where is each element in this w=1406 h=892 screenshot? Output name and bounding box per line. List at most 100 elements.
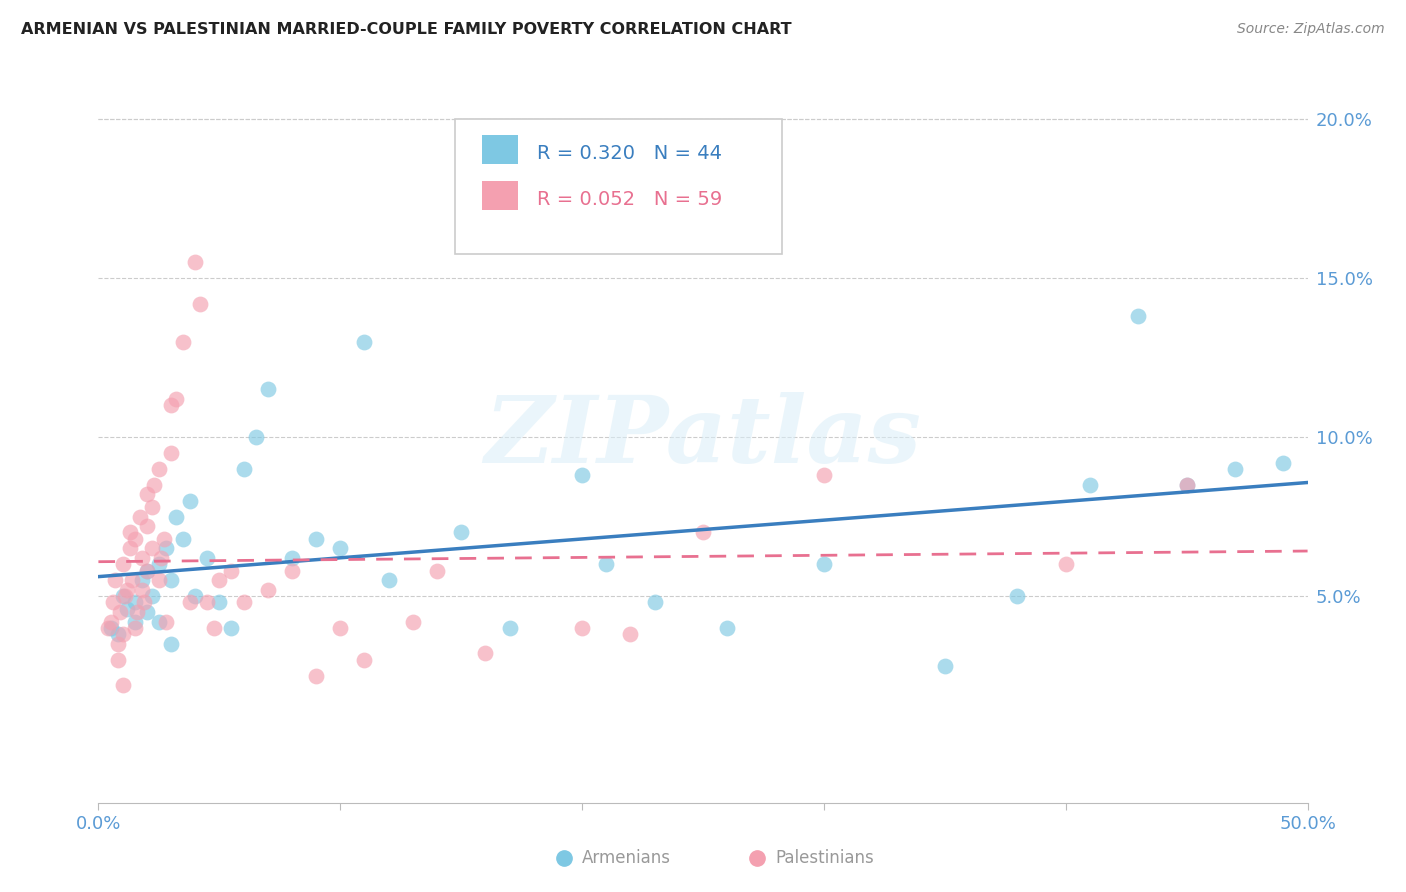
Point [716,621,738,635]
Point [188,296,211,310]
Point [155,541,177,556]
Point [571,468,593,483]
Point [402,615,425,629]
Point [305,668,328,682]
Point [148,558,170,572]
Point [179,595,201,609]
Point [124,621,146,635]
Point [124,615,146,629]
Point [208,595,231,609]
Point [172,532,194,546]
Point [104,573,127,587]
Point [114,589,136,603]
Point [111,589,134,603]
Point [135,564,157,578]
Point [305,532,328,546]
Point [450,525,472,540]
Point [148,615,170,629]
Point [160,573,183,587]
Point [232,462,254,476]
Point [135,605,157,619]
Point [221,621,243,635]
Point [595,558,617,572]
Point [141,500,163,514]
Point [148,573,170,587]
Point [101,595,124,609]
Point [692,525,714,540]
Point [135,564,157,578]
Point [619,627,641,641]
Point [100,615,122,629]
Point [221,564,243,578]
Point [1128,310,1150,324]
Point [232,595,254,609]
Point [184,589,207,603]
Point [281,564,304,578]
FancyBboxPatch shape [456,119,782,254]
Point [644,595,666,609]
Point [131,573,153,587]
Point [131,582,153,597]
Point [107,653,129,667]
Point [143,477,166,491]
Point [184,255,207,269]
Point [148,462,170,476]
Point [135,519,157,533]
Point [165,509,187,524]
Point [134,595,156,609]
Point [128,509,150,524]
Text: ARMENIAN VS PALESTINIAN MARRIED-COUPLE FAMILY POVERTY CORRELATION CHART: ARMENIAN VS PALESTINIAN MARRIED-COUPLE F… [21,22,792,37]
Point [195,595,218,609]
Point [100,621,122,635]
Point [934,659,956,673]
Point [195,550,218,565]
FancyBboxPatch shape [482,135,517,164]
Point [353,334,375,349]
Point [377,573,399,587]
Point [141,541,163,556]
Point [281,550,304,565]
Point [155,615,177,629]
Point [118,541,141,556]
Point [160,446,183,460]
Point [256,582,278,597]
Point [160,637,183,651]
Point [108,605,131,619]
Point [329,621,352,635]
Point [141,589,163,603]
Point [498,621,520,635]
Text: R = 0.320   N = 44: R = 0.320 N = 44 [537,144,723,162]
Point [135,487,157,501]
Point [160,398,183,412]
Text: R = 0.052   N = 59: R = 0.052 N = 59 [537,190,723,209]
Point [1223,462,1246,476]
Point [118,525,141,540]
Point [329,541,352,556]
Point [571,621,593,635]
Point [1175,477,1198,491]
Point [474,646,496,660]
Text: Palestinians: Palestinians [776,848,875,867]
Point [127,605,149,619]
Point [353,653,375,667]
Point [1175,477,1198,491]
Point [150,550,173,565]
Point [204,621,226,635]
Point [1054,558,1077,572]
Point [165,392,187,406]
Point [124,532,146,546]
Point [172,334,194,349]
Text: Armenians: Armenians [582,848,671,867]
Point [121,573,143,587]
Point [1007,589,1029,603]
Point [152,532,174,546]
Point [131,550,153,565]
Point [813,558,835,572]
Point [256,383,278,397]
Point [1078,477,1101,491]
Text: Source: ZipAtlas.com: Source: ZipAtlas.com [1237,22,1385,37]
Point [97,621,120,635]
Point [111,627,134,641]
Point [208,573,231,587]
Point [117,602,139,616]
